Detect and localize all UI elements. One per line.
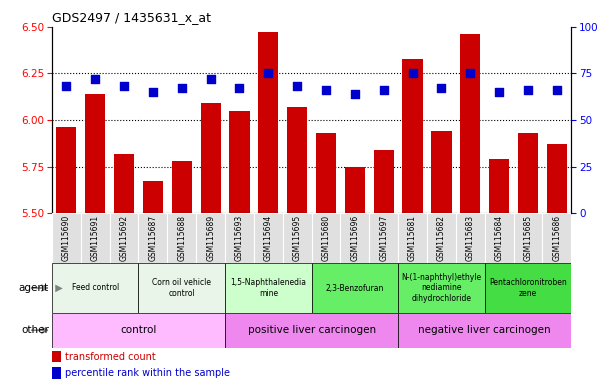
Bar <box>52 367 61 379</box>
Bar <box>139 263 225 313</box>
Bar <box>52 263 139 313</box>
Bar <box>369 213 398 263</box>
Point <box>350 91 360 97</box>
Bar <box>258 33 279 213</box>
Bar <box>514 213 543 263</box>
Text: GSM115682: GSM115682 <box>437 215 446 261</box>
Point <box>206 76 216 82</box>
Point <box>235 85 244 91</box>
Bar <box>485 263 571 313</box>
Text: GDS2497 / 1435631_x_at: GDS2497 / 1435631_x_at <box>52 11 211 24</box>
Bar <box>225 213 254 263</box>
Bar <box>196 213 225 263</box>
Bar <box>431 131 452 213</box>
Bar <box>345 167 365 213</box>
Text: GSM115693: GSM115693 <box>235 215 244 261</box>
Text: Pentachloronitroben
zene: Pentachloronitroben zene <box>489 278 567 298</box>
Point <box>292 83 302 89</box>
Bar <box>374 150 394 213</box>
Bar <box>225 313 398 348</box>
Bar <box>403 58 423 213</box>
Text: other: other <box>21 325 49 335</box>
Bar <box>52 213 81 263</box>
Point <box>177 85 187 91</box>
Text: GSM115690: GSM115690 <box>62 215 71 261</box>
Point <box>494 89 504 95</box>
Bar <box>547 144 567 213</box>
Bar <box>81 213 109 263</box>
Bar <box>139 213 167 263</box>
Text: 2,3-Benzofuran: 2,3-Benzofuran <box>326 283 384 293</box>
Bar <box>460 34 480 213</box>
Text: GSM115697: GSM115697 <box>379 215 388 261</box>
Text: percentile rank within the sample: percentile rank within the sample <box>65 368 230 378</box>
Text: GSM115687: GSM115687 <box>148 215 158 261</box>
Bar <box>225 263 312 313</box>
Bar <box>287 107 307 213</box>
Text: negative liver carcinogen: negative liver carcinogen <box>419 325 551 335</box>
Bar <box>229 111 249 213</box>
Bar <box>254 213 283 263</box>
Text: 1,5-Naphthalenedia
mine: 1,5-Naphthalenedia mine <box>230 278 306 298</box>
Bar <box>56 127 76 213</box>
Bar <box>167 213 196 263</box>
Bar <box>518 133 538 213</box>
Text: GSM115685: GSM115685 <box>524 215 533 261</box>
Bar <box>52 351 61 362</box>
Point <box>552 87 562 93</box>
Bar <box>172 161 192 213</box>
Text: GSM115680: GSM115680 <box>321 215 331 261</box>
Bar <box>398 313 571 348</box>
Bar <box>312 263 398 313</box>
Text: GSM115695: GSM115695 <box>293 215 302 261</box>
Point <box>119 83 129 89</box>
Bar <box>543 213 571 263</box>
Point <box>90 76 100 82</box>
Text: GSM115681: GSM115681 <box>408 215 417 261</box>
Point <box>148 89 158 95</box>
Text: GSM115696: GSM115696 <box>350 215 359 261</box>
Bar <box>456 213 485 263</box>
Point <box>62 83 71 89</box>
Bar <box>427 213 456 263</box>
Text: GSM115684: GSM115684 <box>495 215 503 261</box>
Text: agent: agent <box>19 283 49 293</box>
Bar <box>340 213 369 263</box>
Bar <box>312 213 340 263</box>
Text: transformed count: transformed count <box>65 352 156 362</box>
Point <box>523 87 533 93</box>
Text: Corn oil vehicle
control: Corn oil vehicle control <box>152 278 211 298</box>
Bar <box>316 133 336 213</box>
Text: GSM115686: GSM115686 <box>552 215 562 261</box>
Text: Feed control: Feed control <box>71 283 119 293</box>
Text: GSM115688: GSM115688 <box>177 215 186 261</box>
Bar <box>200 103 221 213</box>
Text: GSM115692: GSM115692 <box>120 215 128 261</box>
Bar <box>283 213 312 263</box>
Bar <box>398 263 485 313</box>
Text: positive liver carcinogen: positive liver carcinogen <box>247 325 376 335</box>
Text: control: control <box>120 325 156 335</box>
Text: GSM115691: GSM115691 <box>90 215 100 261</box>
Text: ▶: ▶ <box>49 283 63 293</box>
Point <box>263 70 273 76</box>
Bar <box>485 213 514 263</box>
Bar <box>109 213 139 263</box>
Bar <box>114 154 134 213</box>
Bar <box>398 213 427 263</box>
Bar <box>143 182 163 213</box>
Text: N-(1-naphthyl)ethyle
nediamine
dihydrochloride: N-(1-naphthyl)ethyle nediamine dihydroch… <box>401 273 481 303</box>
Text: GSM115689: GSM115689 <box>206 215 215 261</box>
Point <box>437 85 447 91</box>
Bar <box>85 94 105 213</box>
Text: GSM115694: GSM115694 <box>264 215 273 261</box>
Point <box>321 87 331 93</box>
Point <box>466 70 475 76</box>
Text: GSM115683: GSM115683 <box>466 215 475 261</box>
Point <box>379 87 389 93</box>
Point <box>408 70 417 76</box>
Bar <box>52 313 225 348</box>
Bar <box>489 159 509 213</box>
